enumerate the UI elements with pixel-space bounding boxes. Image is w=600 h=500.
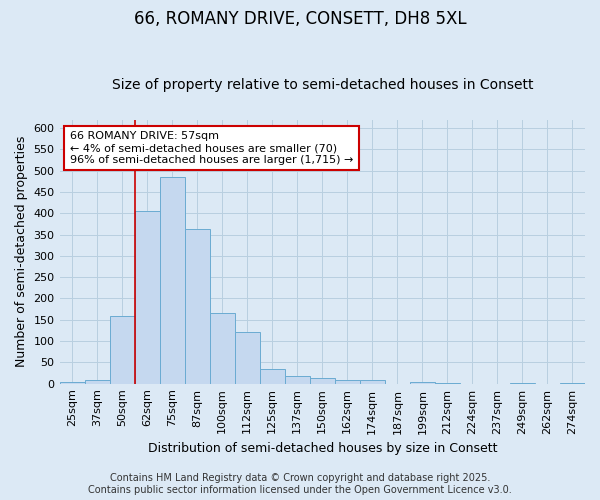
Bar (510, 383, 535, 384)
Bar (85, 380, 110, 384)
Bar (560, 383, 585, 384)
Bar (435, 383, 460, 384)
Bar (110, 316, 134, 384)
Bar (59, 382, 85, 384)
Bar (285, 376, 310, 384)
Bar (310, 378, 335, 384)
Bar (360, 380, 385, 384)
Bar (185, 230, 209, 384)
Bar (235, 332, 260, 384)
Bar (260, 369, 285, 384)
Title: Size of property relative to semi-detached houses in Consett: Size of property relative to semi-detach… (112, 78, 533, 92)
Text: 66, ROMANY DRIVE, CONSETT, DH8 5XL: 66, ROMANY DRIVE, CONSETT, DH8 5XL (134, 10, 466, 28)
Bar (134, 211, 160, 384)
Bar (160, 177, 185, 384)
Bar (335, 380, 360, 384)
X-axis label: Distribution of semi-detached houses by size in Consett: Distribution of semi-detached houses by … (148, 442, 497, 455)
Y-axis label: Number of semi-detached properties: Number of semi-detached properties (15, 136, 28, 368)
Text: Contains HM Land Registry data © Crown copyright and database right 2025.
Contai: Contains HM Land Registry data © Crown c… (88, 474, 512, 495)
Bar (410, 382, 435, 384)
Bar (209, 314, 235, 384)
Text: 66 ROMANY DRIVE: 57sqm
← 4% of semi-detached houses are smaller (70)
96% of semi: 66 ROMANY DRIVE: 57sqm ← 4% of semi-deta… (70, 132, 353, 164)
